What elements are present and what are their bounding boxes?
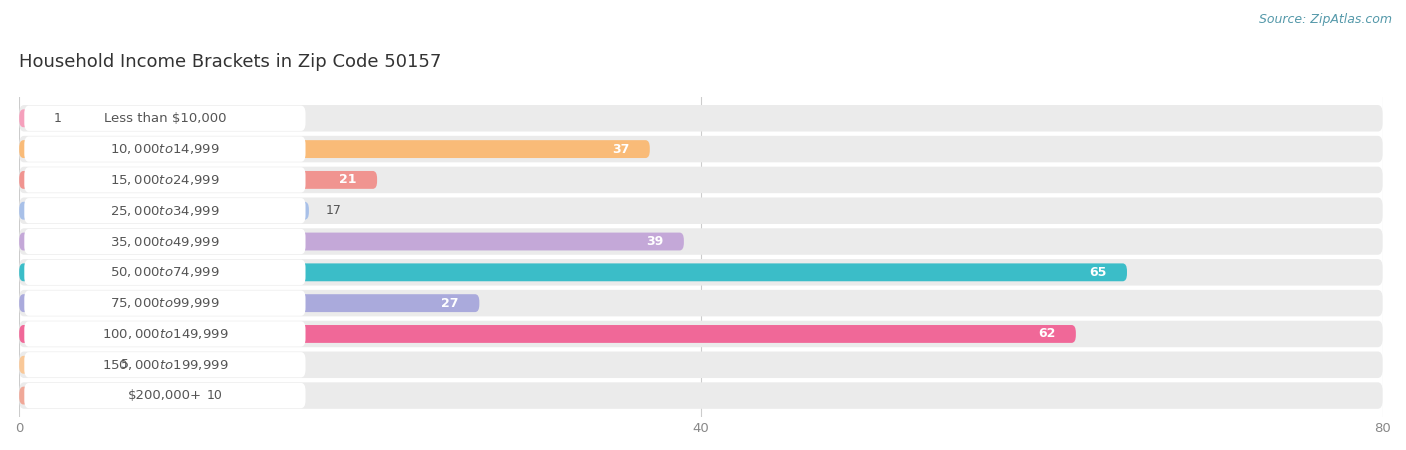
Text: Source: ZipAtlas.com: Source: ZipAtlas.com: [1258, 14, 1392, 27]
FancyBboxPatch shape: [24, 260, 305, 285]
Text: $100,000 to $149,999: $100,000 to $149,999: [101, 327, 228, 341]
Text: $200,000+: $200,000+: [128, 389, 202, 402]
FancyBboxPatch shape: [24, 383, 305, 408]
FancyBboxPatch shape: [20, 321, 1382, 347]
Text: Less than $10,000: Less than $10,000: [104, 112, 226, 125]
FancyBboxPatch shape: [24, 352, 305, 378]
FancyBboxPatch shape: [20, 382, 1382, 409]
Text: 39: 39: [647, 235, 664, 248]
FancyBboxPatch shape: [20, 166, 1382, 193]
Text: 21: 21: [339, 173, 357, 186]
FancyBboxPatch shape: [20, 136, 1382, 162]
Text: Household Income Brackets in Zip Code 50157: Household Income Brackets in Zip Code 50…: [20, 53, 441, 71]
FancyBboxPatch shape: [24, 136, 305, 162]
FancyBboxPatch shape: [20, 233, 683, 251]
FancyBboxPatch shape: [20, 109, 37, 127]
FancyBboxPatch shape: [20, 140, 650, 158]
FancyBboxPatch shape: [24, 167, 305, 193]
Text: 37: 37: [612, 143, 630, 156]
FancyBboxPatch shape: [20, 294, 479, 312]
FancyBboxPatch shape: [20, 171, 377, 189]
FancyBboxPatch shape: [20, 290, 1382, 316]
FancyBboxPatch shape: [20, 228, 1382, 255]
FancyBboxPatch shape: [24, 106, 305, 131]
Text: $10,000 to $14,999: $10,000 to $14,999: [110, 142, 219, 156]
Text: $75,000 to $99,999: $75,000 to $99,999: [110, 296, 219, 310]
FancyBboxPatch shape: [24, 291, 305, 316]
FancyBboxPatch shape: [20, 105, 1382, 131]
FancyBboxPatch shape: [20, 202, 309, 220]
FancyBboxPatch shape: [20, 356, 104, 373]
Text: 17: 17: [326, 204, 342, 217]
FancyBboxPatch shape: [24, 198, 305, 223]
Text: $25,000 to $34,999: $25,000 to $34,999: [110, 204, 219, 218]
Text: $15,000 to $24,999: $15,000 to $24,999: [110, 173, 219, 187]
Text: 62: 62: [1038, 328, 1056, 341]
FancyBboxPatch shape: [20, 387, 190, 405]
Text: $50,000 to $74,999: $50,000 to $74,999: [110, 266, 219, 279]
Text: 27: 27: [441, 297, 458, 310]
Text: 1: 1: [53, 112, 60, 125]
FancyBboxPatch shape: [20, 325, 1076, 343]
FancyBboxPatch shape: [24, 321, 305, 347]
Text: 10: 10: [207, 389, 222, 402]
FancyBboxPatch shape: [20, 263, 1128, 281]
Text: 65: 65: [1090, 266, 1107, 279]
FancyBboxPatch shape: [20, 259, 1382, 286]
Text: $150,000 to $199,999: $150,000 to $199,999: [101, 358, 228, 372]
Text: 5: 5: [121, 358, 129, 371]
Text: $35,000 to $49,999: $35,000 to $49,999: [110, 234, 219, 248]
FancyBboxPatch shape: [20, 351, 1382, 378]
FancyBboxPatch shape: [24, 229, 305, 254]
FancyBboxPatch shape: [20, 198, 1382, 224]
